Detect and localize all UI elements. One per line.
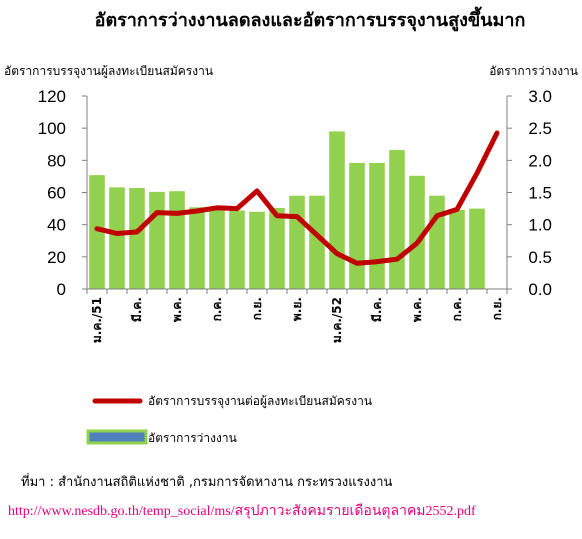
x-tick-label: พ.ย. (290, 297, 304, 321)
unemployment-bar (149, 191, 165, 289)
unemployment-bar (429, 195, 445, 289)
source-url[interactable]: http://www.nesdb.go.th/temp_social/ms/สร… (8, 503, 476, 519)
unemployment-bar (209, 209, 225, 289)
x-tick-label: ก.ย. (490, 297, 504, 320)
unemployment-bar (469, 208, 485, 289)
x-tick-label: ม.ค./51 (90, 297, 104, 343)
unemployment-bar (309, 195, 325, 289)
y-left-tick-label: 100 (38, 119, 66, 138)
y-left-tick-label: 80 (47, 151, 66, 170)
unemployment-bar (189, 207, 205, 289)
unemployment-bar (249, 211, 265, 289)
y-left-tick-label: 60 (47, 184, 66, 203)
x-tick-label: พ.ค. (170, 297, 184, 322)
unemployment-bars (89, 131, 485, 289)
x-tick-label: ก.ค. (450, 297, 464, 321)
x-tick-label: ก.ค. (210, 297, 224, 321)
axes (86, 96, 508, 294)
x-tick-label: มี.ค. (130, 297, 144, 322)
placement-rate-line (94, 130, 500, 266)
unemployment-bar (349, 162, 365, 289)
y-right-ticks: 0.0 0.5 1.0 1.5 2.0 2.5 3.0 (507, 87, 552, 299)
y-left-tick-label: 120 (38, 87, 66, 106)
y-right-tick-label: 2.0 (528, 151, 552, 170)
source-note: ที่มา : สำนักงานสถิติแห่งชาติ ,กรมการจัด… (21, 473, 393, 490)
y-left-tick-label: 20 (47, 248, 66, 267)
unemployment-bar (369, 162, 385, 289)
x-tick-label: ก.ย. (250, 297, 264, 320)
legend: อัตราการบรรจุงานต่อผู้ลงทะเบียนสมัครงาน … (86, 394, 372, 445)
y-left-tick-label: 40 (47, 216, 66, 235)
chart-title: อัตราการว่างงานลดลงและอัตราการบรรจุงานสู… (95, 6, 526, 32)
y-right-axis-label: อัตราการว่างงาน (489, 64, 578, 78)
y-right-tick-label: 2.5 (528, 119, 552, 138)
unemployment-bar (169, 191, 185, 289)
y-right-tick-label: 1.0 (528, 216, 552, 235)
x-tick-label: พ.ค. (410, 297, 424, 322)
x-tick-label: ม.ค./52 (330, 297, 344, 343)
unemployment-bar (229, 210, 245, 289)
placement-rate-line-group (94, 130, 500, 266)
unemployment-bar (409, 175, 425, 289)
unemployment-bar (289, 195, 305, 289)
unemployment-bar (109, 187, 125, 289)
unemployment-bar (449, 209, 465, 289)
legend-bar-swatch (86, 429, 148, 445)
y-left-tick-label: 0 (57, 280, 66, 299)
unemployment-bar (269, 207, 285, 289)
y-right-tick-label: 3.0 (528, 87, 552, 106)
x-tick-label: มี.ค. (370, 297, 384, 322)
y-left-ticks: 0 20 40 60 80 100 120 (38, 87, 87, 299)
y-right-tick-label: 1.5 (528, 184, 552, 203)
unemployment-bar (129, 187, 145, 289)
legend-bar-label: อัตราการว่างงาน (148, 431, 237, 445)
x-tick-labels: ม.ค./51 มี.ค. พ.ค. ก.ค. ก.ย. พ.ย. ม.ค./52 มี.ค.… (90, 297, 504, 343)
y-right-tick-label: 0.5 (528, 248, 552, 267)
y-left-axis-label: อัตราการบรรจุงานผู้ลงทะเบียนสมัครงาน (4, 64, 213, 79)
unemployment-bar (389, 150, 405, 289)
unemployment-bar (329, 131, 345, 289)
unemployment-bar (89, 175, 105, 289)
legend-line-label: อัตราการบรรจุงานต่อผู้ลงทะเบียนสมัครงาน (148, 394, 372, 409)
y-right-tick-label: 0.0 (528, 280, 552, 299)
